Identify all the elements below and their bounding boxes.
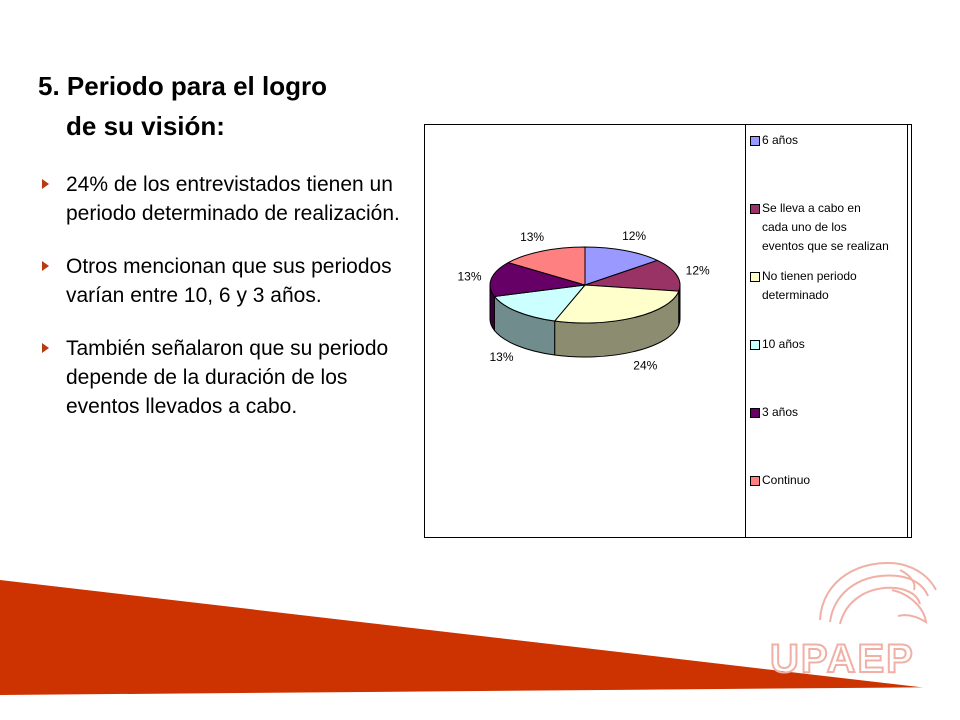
pie-data-label: 13% [489,350,513,364]
pie-slice [507,246,586,286]
legend-swatch [750,340,760,350]
bullet-text: 24% de los entrevistados tienen un perio… [66,173,400,225]
legend-swatch [750,476,760,486]
pie-data-label: 13% [520,230,544,244]
legend-label: Continuo [762,473,811,487]
legend-item: 10 años [750,335,908,354]
legend-item: 3 años [750,403,908,422]
bullet-item: Otros mencionan que sus periodos varían … [40,252,410,310]
legend-item: No tienen periodo determinado [750,267,908,305]
chart-legend: 6 años Se lleva a cabo en cada uno de los e… [745,125,906,537]
legend-swatch [750,204,760,214]
pie-data-label: 24% [633,358,657,372]
bullet-arrow-icon [42,343,49,353]
legend-label: No tienen periodo determinado [762,269,857,302]
pie-data-label: 13% [457,269,481,283]
legend-item: Se lleva a cabo en cada uno de los eventos… [750,199,908,256]
pie-slice [584,259,681,292]
logo-text: UPAEP [770,637,915,680]
legend-swatch [750,136,760,146]
pie-data-label: 12% [622,229,646,243]
pie-slice [489,262,586,298]
title-line-2: de su visión: [66,111,225,141]
bullet-item: 24% de los entrevistados tienen un perio… [40,170,410,228]
legend-swatch [750,408,760,418]
pie-slice [584,246,659,286]
bullet-text: También señalaron que su periodo depende… [66,337,389,418]
bullet-list: 24% de los entrevistados tienen un perio… [40,170,410,445]
slide-title: 5. Periodo para el logro de su visión: [38,66,418,146]
legend-swatch [750,272,760,282]
eagle-logo-icon [819,562,937,625]
pie-chart: 12% 12% 24% 13% 13% 13% 6 años Se lleva a cabo… [424,124,912,538]
chart-frame-edge [907,124,908,538]
pie-chart-plot: 12% 12% 24% 13% 13% 13% [457,229,710,372]
pie-slice [553,284,680,324]
legend-label: 6 años [762,133,799,147]
legend-item: 6 años [750,131,908,150]
bullet-text: Otros mencionan que sus periodos varían … [66,255,392,307]
upaep-logo: UPAEP [769,562,937,680]
legend-label: Se lleva a cabo en cada uno de los eventos… [762,201,889,253]
bullet-arrow-icon [42,179,49,189]
legend-item: Continuo [750,471,908,490]
decorative-red-band [0,580,960,720]
pie-data-label: 12% [686,264,710,278]
bullet-arrow-icon [42,261,49,271]
legend-label: 10 años [762,337,805,351]
title-line-1: 5. Periodo para el logro [38,71,327,101]
bullet-item: También señalaron que su periodo depende… [40,334,410,421]
legend-label: 3 años [762,405,799,419]
